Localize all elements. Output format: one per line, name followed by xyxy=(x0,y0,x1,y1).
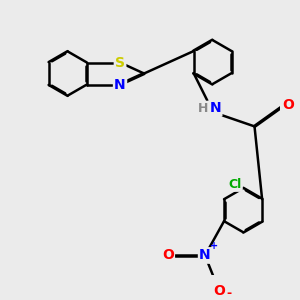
Text: Cl: Cl xyxy=(228,178,242,190)
Text: -: - xyxy=(226,287,231,300)
Text: N: N xyxy=(209,101,221,116)
Text: S: S xyxy=(115,56,125,70)
Text: N: N xyxy=(114,77,126,92)
Text: O: O xyxy=(162,248,174,262)
Text: +: + xyxy=(211,241,219,251)
Text: O: O xyxy=(213,284,225,298)
Text: O: O xyxy=(282,98,294,112)
Text: H: H xyxy=(198,102,208,115)
Text: N: N xyxy=(199,248,211,262)
